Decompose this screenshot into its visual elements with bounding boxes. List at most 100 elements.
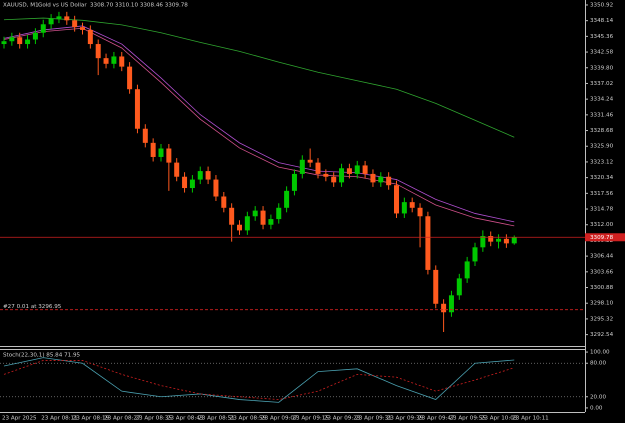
candle-body [456, 278, 462, 296]
candle-body [488, 236, 494, 242]
candle-body [174, 162, 180, 177]
y-tick-label: 3300.88 [590, 285, 614, 291]
x-tick-label: 23 Apr 08:51 [198, 416, 235, 422]
candle-body [409, 202, 415, 208]
candle-body [307, 159, 313, 163]
x-tick-label: 23 Apr 10:03 [481, 416, 518, 422]
y-tick-label: 3342.58 [590, 50, 614, 56]
candle-body [32, 32, 38, 40]
x-tick-label: 23 Apr 08:19 [73, 416, 110, 422]
candle-body [64, 16, 70, 21]
candle-body [182, 176, 188, 189]
candle-body [354, 165, 360, 174]
bid-box [585, 233, 625, 242]
x-tick-label: 23 Apr 09:23 [324, 416, 361, 422]
candle-body [127, 66, 133, 90]
y-tick-label: 3348.14 [590, 18, 614, 24]
candle-body [268, 219, 274, 225]
candle-body [464, 261, 470, 279]
candle-body [331, 176, 337, 183]
candle-body [72, 20, 78, 28]
candle-body [323, 173, 329, 177]
x-tick-label: 23 Apr 08:43 [167, 416, 204, 422]
candle-body [229, 207, 235, 225]
moving-average [3, 17, 515, 138]
y-tick-label: 3312.00 [590, 222, 614, 228]
x-tick-label: 23 Apr 09:07 [261, 416, 298, 422]
candle-body [503, 238, 509, 244]
y-tick-label: 3303.66 [590, 269, 614, 275]
x-tick-label: 23 Apr 09:15 [292, 416, 329, 422]
candle-body [213, 179, 219, 197]
x-tick-label: 23 Apr 09:39 [387, 416, 424, 422]
candle-body [370, 173, 376, 183]
candle-body [205, 171, 211, 180]
candle-body [441, 303, 447, 313]
candle-body [276, 207, 282, 220]
candle-body [291, 173, 297, 191]
candle-body [56, 16, 62, 19]
candle-body [299, 159, 305, 174]
candle-body [111, 56, 117, 64]
stochastic-line [3, 357, 515, 403]
x-tick-label: 23 Apr 08:35 [135, 416, 172, 422]
ohlc-quote: 3308.70 3310.10 3308.46 3309.78 [90, 3, 188, 9]
y-tick-label: 3325.90 [590, 144, 614, 150]
candle-body [95, 44, 101, 59]
candle-body [17, 37, 23, 45]
y-tick-label: 3320.34 [590, 175, 614, 181]
candle-body [417, 207, 423, 217]
candle-body [472, 247, 478, 262]
candle-body [48, 18, 54, 25]
candle-body [189, 179, 195, 189]
y-tick-label: 3314.78 [590, 207, 614, 213]
symbol-description: Gold vs US Dollar [38, 3, 87, 9]
candle-body [103, 58, 109, 64]
candle-body [244, 216, 250, 231]
candle-body [142, 128, 148, 143]
candle-body [221, 196, 227, 208]
y-tick-label: 0.00 [590, 405, 603, 411]
symbol-title: XAUUSD, M1 [3, 3, 39, 9]
candle-body [80, 27, 85, 30]
candle-body [87, 29, 93, 45]
candle-body [339, 168, 345, 183]
y-tick-label: 80.00 [590, 361, 606, 367]
candle-body [362, 165, 368, 174]
bid-label: 3309.78 [590, 235, 614, 241]
candle-body [119, 56, 125, 67]
candle-body [9, 37, 15, 42]
candle-body [158, 148, 164, 157]
y-tick-label: 100.00 [590, 350, 610, 356]
candle-body [448, 295, 454, 313]
y-tick-label: 3317.56 [590, 191, 614, 197]
y-tick-label: 3345.36 [590, 34, 614, 40]
y-tick-label: 3328.68 [590, 128, 614, 134]
y-tick-label: 3306.44 [590, 254, 614, 260]
candle-body [134, 89, 140, 129]
x-tick-label: 23 Apr 08:59 [230, 416, 267, 422]
x-tick-label: 23 Apr 08:11 [41, 416, 78, 422]
x-tick-label: 23 Apr 2025 [2, 416, 37, 422]
y-tick-label: 3339.80 [590, 65, 614, 71]
y-tick-label: 3350.92 [590, 2, 613, 8]
candle-body [425, 216, 431, 270]
candle-body [480, 236, 486, 248]
x-tick-label: 23 Apr 08:27 [104, 416, 141, 422]
candle-body [511, 237, 517, 244]
candle-body [1, 41, 7, 45]
candle-body [315, 162, 321, 174]
candle-body [284, 190, 290, 208]
x-tick-label: 23 Apr 09:55 [449, 416, 486, 422]
y-tick-label: 3292.54 [590, 332, 614, 338]
candle-body [386, 176, 392, 186]
moving-average [3, 25, 515, 223]
candle-body [237, 224, 242, 231]
candle-body [433, 269, 439, 304]
candle-body [346, 168, 352, 174]
candle-body [197, 171, 203, 180]
candle-body [150, 142, 156, 157]
